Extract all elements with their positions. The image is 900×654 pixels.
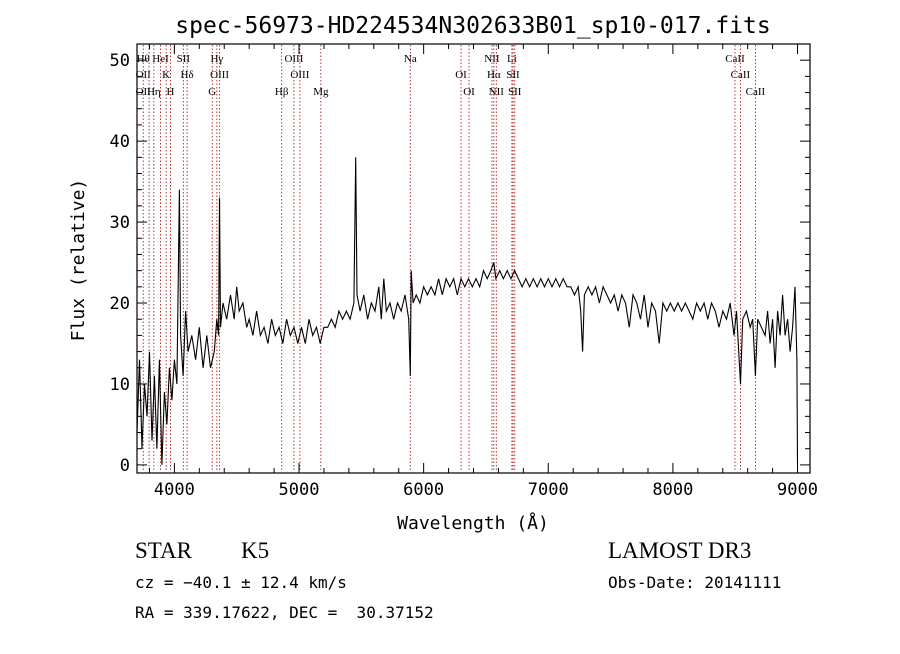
observation-date: Obs-Date: 20141111: [608, 573, 782, 592]
line-label-20-0: NII: [489, 86, 505, 98]
line-label-19-0: Hα: [487, 69, 501, 81]
plot-frame: [136, 43, 811, 474]
line-label-17-0: OI: [463, 86, 475, 98]
survey-name: LAMOST DR3: [608, 538, 752, 563]
line-label-14-0: Mg: [313, 86, 329, 98]
line-label-18-0: NII: [484, 53, 500, 65]
x-tick-label-5: 9000: [777, 480, 818, 500]
line-label-23-0: SII: [508, 86, 522, 98]
line-label-4-0: K: [162, 69, 170, 81]
y-axis-label: Flux (relative): [68, 179, 89, 342]
line-label-0-1: OII: [136, 69, 152, 81]
x-tick-label-0: 4000: [154, 480, 195, 500]
line-label-7-0: Hδ: [181, 69, 194, 81]
line-label-26-0: CaII: [746, 86, 766, 98]
x-tick-label-1: 5000: [279, 480, 320, 500]
line-label-2-0: Hη: [147, 86, 161, 98]
line-label-0-0: Hθ: [137, 53, 150, 65]
y-axis-ticks: 0 10 20 30 40 50: [110, 51, 810, 476]
y-tick-label-0: 0: [120, 456, 130, 476]
y-tick-label-2: 20: [110, 294, 130, 314]
y-tick-label-4: 40: [110, 132, 130, 152]
spectral-line-markers: [142, 45, 756, 472]
line-label-16-0: OI: [455, 69, 467, 81]
line-label-22-0: SII: [506, 69, 520, 81]
line-label-12-0: OIII: [284, 53, 303, 65]
y-tick-label-3: 30: [110, 213, 130, 233]
line-label-5-0: H: [167, 86, 175, 98]
line-label-15-0: Na: [404, 53, 417, 65]
redshift-velocity: cz = −40.1 ± 12.4 km/s: [135, 573, 347, 592]
line-label-6-0: SII: [177, 53, 191, 65]
line-label-8-0: G: [208, 86, 216, 98]
line-label-9-0: Hγ: [210, 53, 223, 65]
x-tick-label-3: 7000: [528, 480, 569, 500]
x-tick-label-4: 8000: [652, 480, 693, 500]
line-label-10-0: OIII: [210, 69, 229, 81]
y-tick-label-1: 10: [110, 375, 130, 395]
x-axis-ticks: 4000 5000 6000 7000 8000 9000: [148, 44, 818, 500]
line-label-25-0: CaII: [731, 69, 751, 81]
line-label-0-2: OII: [136, 86, 152, 98]
chart-title: spec-56973-HD224534N302633B01_sp10-017.f…: [175, 13, 770, 39]
sky-coordinates: RA = 339.17622, DEC = 30.37152: [135, 603, 434, 622]
y-tick-label-5: 50: [110, 51, 130, 71]
spectral-line-labels: HθOIIOIIHηHeIKHSIIHδGHγOIIIHβOIIIOIIIMgN…: [136, 53, 766, 98]
object-class: STAR: [135, 538, 192, 563]
object-subclass: K5: [241, 538, 270, 563]
x-tick-label-2: 6000: [403, 480, 444, 500]
line-label-11-0: Hβ: [275, 86, 289, 98]
line-label-21-0: Li: [507, 53, 517, 65]
spectrum-series-line: [136, 157, 799, 465]
line-label-24-0: CaII: [725, 53, 745, 65]
line-label-13-0: OIII: [290, 69, 309, 81]
line-label-3-0: HeI: [152, 53, 169, 65]
x-axis-label: Wavelength (Å): [397, 512, 549, 534]
